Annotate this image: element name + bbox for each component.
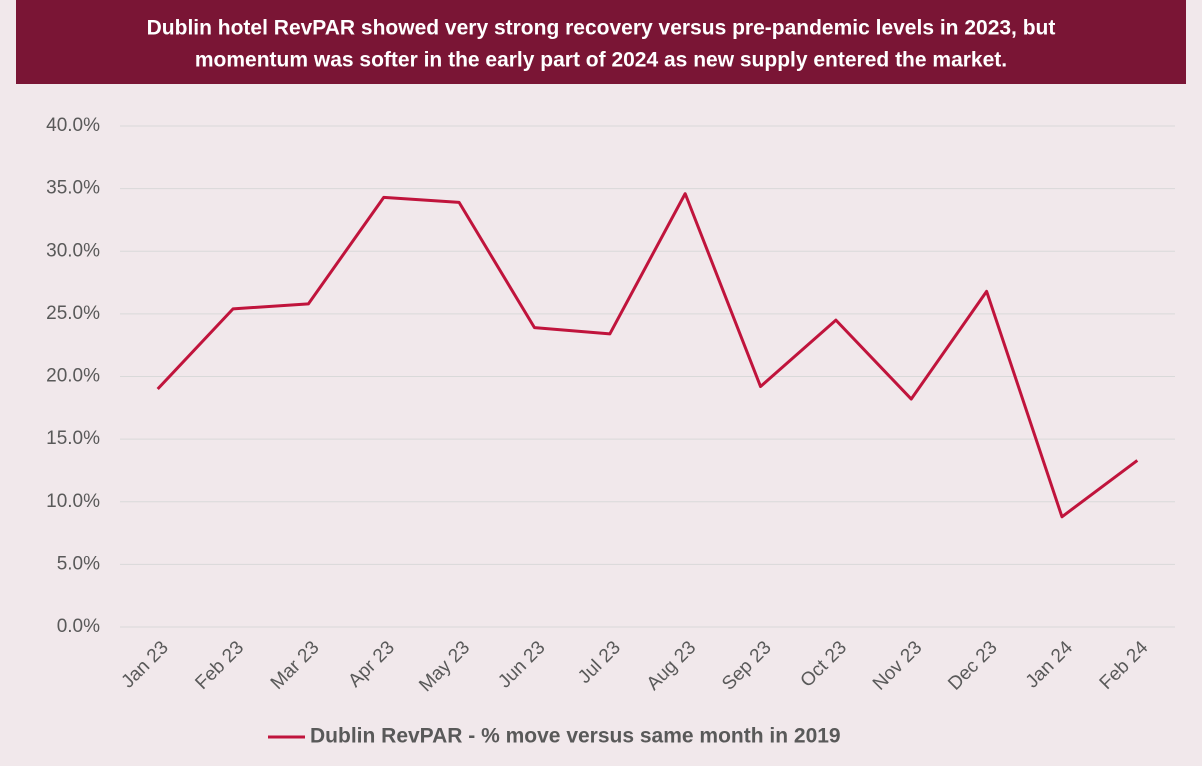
title-banner xyxy=(16,0,1186,84)
x-tick-label: Feb 23 xyxy=(191,637,248,694)
y-tick-label: 5.0% xyxy=(57,553,100,574)
chart-title: momentum was softer in the early part of… xyxy=(195,49,1007,72)
x-tick-label: Jul 23 xyxy=(574,637,625,688)
x-tick-label: Oct 23 xyxy=(797,637,851,691)
x-tick-label: Dec 23 xyxy=(944,637,1001,694)
x-tick-label: May 23 xyxy=(415,637,474,696)
y-tick-label: 0.0% xyxy=(57,616,100,637)
x-tick-label: Jan 23 xyxy=(118,637,173,692)
y-tick-label: 25.0% xyxy=(46,303,100,324)
y-tick-label: 10.0% xyxy=(46,491,100,512)
x-tick-label: Feb 24 xyxy=(1096,637,1153,694)
y-tick-label: 40.0% xyxy=(46,115,100,136)
x-tick-label: Sep 23 xyxy=(718,637,775,694)
y-tick-label: 15.0% xyxy=(46,428,100,449)
x-tick-label: Jun 23 xyxy=(494,637,549,692)
x-tick-label: Apr 23 xyxy=(344,637,398,691)
y-tick-label: 20.0% xyxy=(46,366,100,387)
y-tick-label: 35.0% xyxy=(46,178,100,199)
x-tick-label: Nov 23 xyxy=(869,637,926,694)
y-tick-label: 30.0% xyxy=(46,240,100,261)
x-tick-label: Jan 24 xyxy=(1022,637,1077,692)
x-tick-label: Aug 23 xyxy=(643,637,700,694)
x-tick-label: Mar 23 xyxy=(267,637,324,694)
line-series xyxy=(156,192,1139,519)
chart-title: Dublin hotel RevPAR showed very strong r… xyxy=(147,17,1056,40)
legend-label: Dublin RevPAR - % move versus same month… xyxy=(310,725,841,748)
